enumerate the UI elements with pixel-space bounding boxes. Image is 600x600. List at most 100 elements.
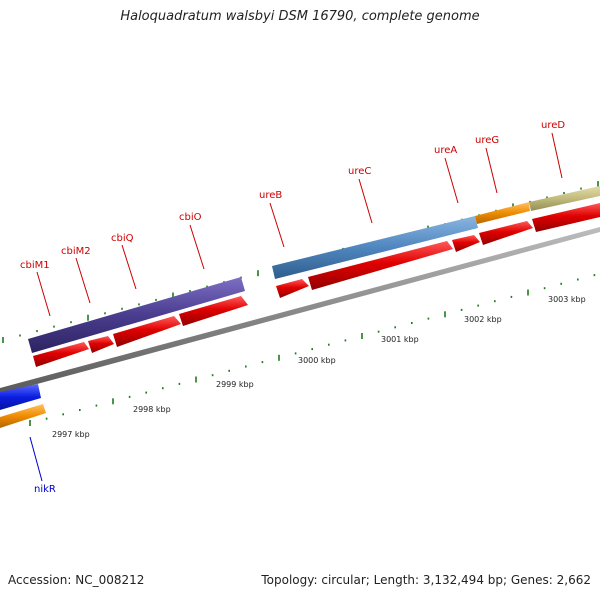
inner-scale-minor-tick — [494, 300, 496, 303]
inner-scale-minor-tick — [95, 404, 98, 407]
inner-scale-minor-tick — [344, 339, 347, 342]
scale-label-2999: 2999 kbp — [216, 380, 254, 389]
nikR-orange-bar — [0, 404, 46, 428]
inner-scale-major-tick — [29, 420, 31, 426]
outer-scale-major-tick — [87, 314, 89, 321]
ureD-leader — [551, 132, 563, 179]
gene-label-ureG: ureG — [475, 135, 499, 146]
inner-scale-minor-tick — [377, 330, 380, 333]
cbiM1-cds-arrow — [33, 342, 89, 367]
scale-label-3002: 3002 kbp — [464, 315, 502, 324]
inner-scale-minor-tick — [577, 278, 579, 281]
genome-title: Haloquadratum walsbyi DSM 16790, complet… — [120, 9, 480, 24]
outer-scale-minor-tick — [546, 196, 548, 199]
outer-scale-minor-tick — [155, 298, 157, 301]
gene-label-ureD: ureD — [541, 120, 565, 131]
inner-scale-minor-tick — [294, 352, 297, 355]
inner-scale-minor-tick — [211, 374, 214, 377]
scale-label-3001: 3001 kbp — [381, 335, 419, 344]
gene-label-cbiM2: cbiM2 — [61, 246, 91, 257]
cbiO-cds-arrow — [179, 296, 248, 326]
outer-scale-minor-tick — [104, 312, 106, 315]
outer-scale-minor-tick — [206, 285, 208, 288]
cbiO-leader — [189, 224, 205, 270]
inner-scale-minor-tick — [460, 308, 463, 311]
inner-scale-minor-tick — [245, 365, 247, 368]
gene-label-cbiQ: cbiQ — [111, 233, 134, 244]
ureA-cds-arrow — [452, 235, 480, 252]
gene-label-cbiO: cbiO — [179, 212, 202, 223]
cbi-operon-bar — [28, 277, 245, 353]
nikR-leader — [29, 436, 43, 482]
inner-scale-minor-tick — [45, 417, 48, 420]
inner-scale-minor-tick — [79, 409, 81, 411]
genome-backbone — [0, 227, 600, 394]
outer-scale-minor-tick — [19, 334, 21, 337]
inner-scale-minor-tick — [178, 382, 181, 385]
ureA-leader — [444, 157, 459, 204]
accession-text: Accession: NC_008212 — [8, 573, 145, 587]
inner-scale-minor-tick — [145, 391, 147, 394]
inner-scale-minor-tick — [62, 413, 64, 416]
gene-label-ureB: ureB — [259, 190, 282, 201]
cbiM2-cds-arrow — [88, 336, 114, 353]
ureC-leader — [358, 178, 373, 224]
gene-label-ureA: ureA — [434, 145, 457, 156]
inner-scale-major-tick — [278, 354, 280, 361]
ureG-leader — [485, 147, 498, 194]
ureD-cds-arrow — [532, 203, 600, 232]
gene-label-ureC: ureC — [348, 166, 371, 177]
inner-scale-minor-tick — [311, 348, 313, 351]
inner-scale-minor-tick — [261, 361, 264, 364]
ureD-segment-bar — [529, 186, 600, 211]
ureC-cds-arrow — [308, 241, 453, 290]
scale-label-2998: 2998 kbp — [133, 405, 171, 414]
inner-scale-minor-tick — [427, 317, 430, 320]
outer-scale-minor-tick — [70, 321, 72, 324]
gene-label-cbiM1: cbiM1 — [20, 260, 50, 271]
outer-scale-major-tick — [597, 181, 599, 188]
inner-scale-minor-tick — [543, 287, 546, 290]
outer-scale-major-tick — [2, 337, 4, 343]
outer-scale-minor-tick — [36, 330, 38, 333]
scale-label-3003: 3003 kbp — [548, 295, 586, 304]
outer-scale-minor-tick — [121, 307, 123, 310]
outer-scale-minor-tick — [138, 303, 140, 306]
ure-operon-bar — [272, 216, 478, 279]
ureG-cds-arrow — [479, 221, 533, 245]
cbiM1-leader — [36, 271, 51, 317]
outer-scale-minor-tick — [189, 290, 191, 292]
inner-scale-minor-tick — [593, 274, 596, 277]
cbiM2-leader — [75, 257, 91, 304]
ureG-segment-bar — [475, 202, 530, 224]
inner-scale-major-tick — [112, 398, 114, 405]
cbiQ-cds-arrow — [113, 316, 181, 347]
scale-label-3000: 3000 kbp — [298, 356, 336, 365]
cbiQ-leader — [121, 244, 137, 290]
gene-label-nikR: nikR — [34, 484, 56, 495]
inner-scale-minor-tick — [510, 295, 513, 298]
inner-scale-minor-tick — [477, 304, 479, 307]
inner-scale-minor-tick — [162, 387, 164, 390]
genome-summary-text: Topology: circular; Length: 3,132,494 bp… — [261, 573, 591, 587]
outer-scale-major-tick — [172, 292, 174, 299]
inner-scale-minor-tick — [128, 395, 131, 398]
inner-scale-major-tick — [444, 311, 446, 318]
inner-scale-minor-tick — [328, 343, 330, 346]
inner-scale-minor-tick — [228, 369, 230, 372]
ureB-cds-arrow — [276, 279, 309, 298]
outer-scale-minor-tick — [563, 192, 565, 194]
scale-ticks — [2, 181, 599, 426]
inner-scale-major-tick — [195, 376, 197, 383]
outer-scale-minor-tick — [53, 325, 55, 328]
ureB-leader — [269, 202, 285, 248]
outer-scale-major-tick — [257, 270, 259, 277]
scale-label-2997: 2997 kbp — [52, 430, 90, 439]
inner-scale-minor-tick — [560, 282, 562, 285]
nikR-blue-bar — [0, 384, 41, 410]
inner-scale-major-tick — [527, 289, 529, 296]
outer-scale-minor-tick — [580, 187, 582, 190]
inner-scale-minor-tick — [411, 322, 413, 324]
inner-scale-minor-tick — [394, 326, 396, 329]
